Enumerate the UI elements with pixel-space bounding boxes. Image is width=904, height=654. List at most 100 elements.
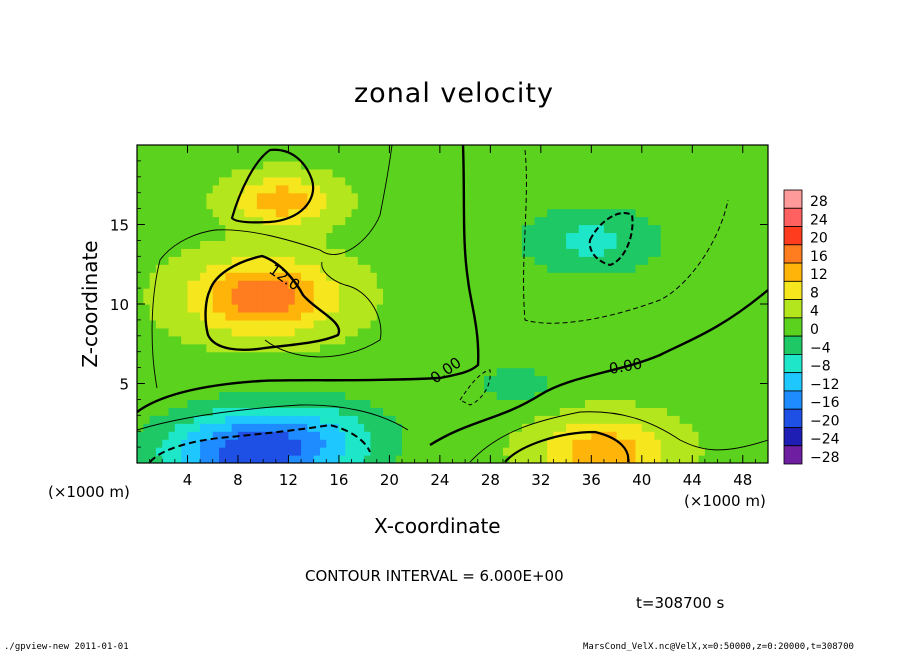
heatmap-cell: [351, 439, 359, 448]
heatmap-cell: [553, 288, 561, 297]
heatmap-cell: [319, 391, 327, 400]
heatmap-cell: [402, 240, 409, 249]
heatmap-cell: [742, 375, 750, 385]
heatmap-cell: [345, 216, 353, 226]
heatmap-cell: [496, 391, 504, 400]
heatmap-cell: [749, 431, 756, 440]
heatmap-cell: [250, 335, 258, 345]
heatmap-cell: [439, 296, 447, 305]
heatmap-cell: [553, 280, 561, 289]
heatmap-cell: [155, 232, 163, 241]
heatmap-cell: [137, 335, 144, 345]
heatmap-cell: [433, 327, 441, 337]
heatmap-cell: [641, 248, 649, 257]
heatmap-cell: [761, 399, 768, 408]
contour-neg-small: [459, 369, 491, 406]
heatmap-cell: [174, 192, 182, 202]
heatmap-cell: [553, 319, 561, 329]
heatmap-cell: [174, 439, 182, 448]
heatmap-cell: [641, 280, 649, 289]
heatmap-cell: [256, 431, 264, 440]
heatmap-cell: [200, 343, 208, 353]
heatmap-cell: [364, 145, 372, 154]
heatmap-cell: [458, 160, 466, 170]
heatmap-cell: [692, 160, 700, 170]
heatmap-cell: [200, 304, 208, 313]
heatmap-cell: [540, 160, 548, 170]
heatmap-cell: [635, 240, 643, 249]
heatmap-cell: [465, 455, 473, 463]
heatmap-cell: [294, 367, 302, 377]
heatmap-cell: [629, 280, 637, 289]
heatmap-cell: [200, 160, 208, 170]
heatmap-cell: [307, 272, 315, 281]
heatmap-cell: [212, 168, 220, 178]
heatmap-cell: [250, 383, 258, 393]
heatmap-cell: [667, 431, 674, 440]
heatmap-cell: [237, 304, 245, 313]
heatmap-cell: [402, 391, 409, 400]
heatmap-cell: [187, 160, 195, 170]
heatmap-cell: [225, 375, 233, 385]
heatmap-cell: [282, 208, 290, 218]
heatmap-cell: [603, 455, 611, 463]
heatmap-cell: [679, 192, 687, 202]
heatmap-cell: [288, 176, 296, 186]
heatmap-cell: [307, 399, 315, 408]
heatmap-cell: [427, 216, 435, 226]
heatmap-cell: [219, 439, 226, 448]
heatmap-cell: [301, 264, 308, 273]
heatmap-cell: [597, 423, 605, 432]
heatmap-cell: [206, 367, 214, 377]
heatmap-cell: [439, 439, 447, 448]
heatmap-cell: [231, 280, 239, 289]
heatmap-cell: [174, 272, 182, 281]
heatmap-cell: [515, 351, 523, 361]
heatmap-cell: [143, 232, 151, 241]
heatmap-cell: [654, 359, 662, 369]
heatmap-cell: [585, 232, 592, 241]
heatmap-cell: [427, 327, 435, 337]
heatmap-cell: [282, 145, 290, 154]
heatmap-cell: [237, 407, 245, 416]
heatmap-cell: [547, 439, 555, 448]
heatmap-cell: [370, 208, 378, 218]
heatmap-cell: [711, 152, 719, 162]
heatmap-cell: [717, 232, 725, 241]
heatmap-cell: [200, 327, 208, 337]
heatmap-cell: [616, 383, 624, 393]
heatmap-cell: [648, 208, 656, 218]
heatmap-cell: [704, 304, 712, 313]
heatmap-cell: [370, 184, 378, 194]
heatmap-cell: [395, 280, 403, 289]
heatmap-cell: [635, 431, 643, 440]
heatmap-cell: [502, 375, 510, 385]
heatmap-cell: [231, 327, 239, 337]
heatmap-cell: [534, 319, 542, 329]
heatmap-cell: [597, 431, 605, 440]
heatmap-cell: [200, 335, 208, 345]
heatmap-cell: [730, 176, 738, 186]
heatmap-cell: [654, 367, 662, 377]
heatmap-cell: [635, 407, 643, 416]
heatmap-cell: [408, 232, 416, 241]
heatmap-cell: [174, 423, 182, 432]
x-tick-label: 16: [329, 471, 348, 489]
heatmap-cell: [332, 327, 340, 337]
heatmap-cell: [414, 431, 422, 440]
heatmap-cell: [755, 240, 763, 249]
heatmap-cell: [742, 288, 750, 297]
heatmap-cell: [206, 431, 214, 440]
heatmap-cell: [566, 280, 573, 289]
heatmap-cell: [540, 152, 548, 162]
heatmap-cell: [181, 327, 189, 337]
heatmap-cell: [332, 407, 340, 416]
heatmap-cell: [704, 391, 712, 400]
heatmap-cell: [641, 343, 649, 353]
heatmap-cell: [263, 208, 271, 218]
heatmap-cell: [402, 200, 409, 210]
heatmap-cell: [458, 200, 466, 210]
heatmap-cell: [591, 367, 599, 377]
heatmap-cell: [269, 280, 277, 289]
heatmap-cell: [616, 240, 624, 249]
